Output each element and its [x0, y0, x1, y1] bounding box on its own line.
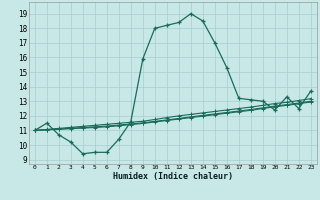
- X-axis label: Humidex (Indice chaleur): Humidex (Indice chaleur): [113, 172, 233, 181]
